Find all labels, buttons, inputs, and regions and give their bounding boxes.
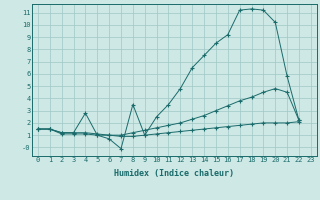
- X-axis label: Humidex (Indice chaleur): Humidex (Indice chaleur): [115, 169, 234, 178]
